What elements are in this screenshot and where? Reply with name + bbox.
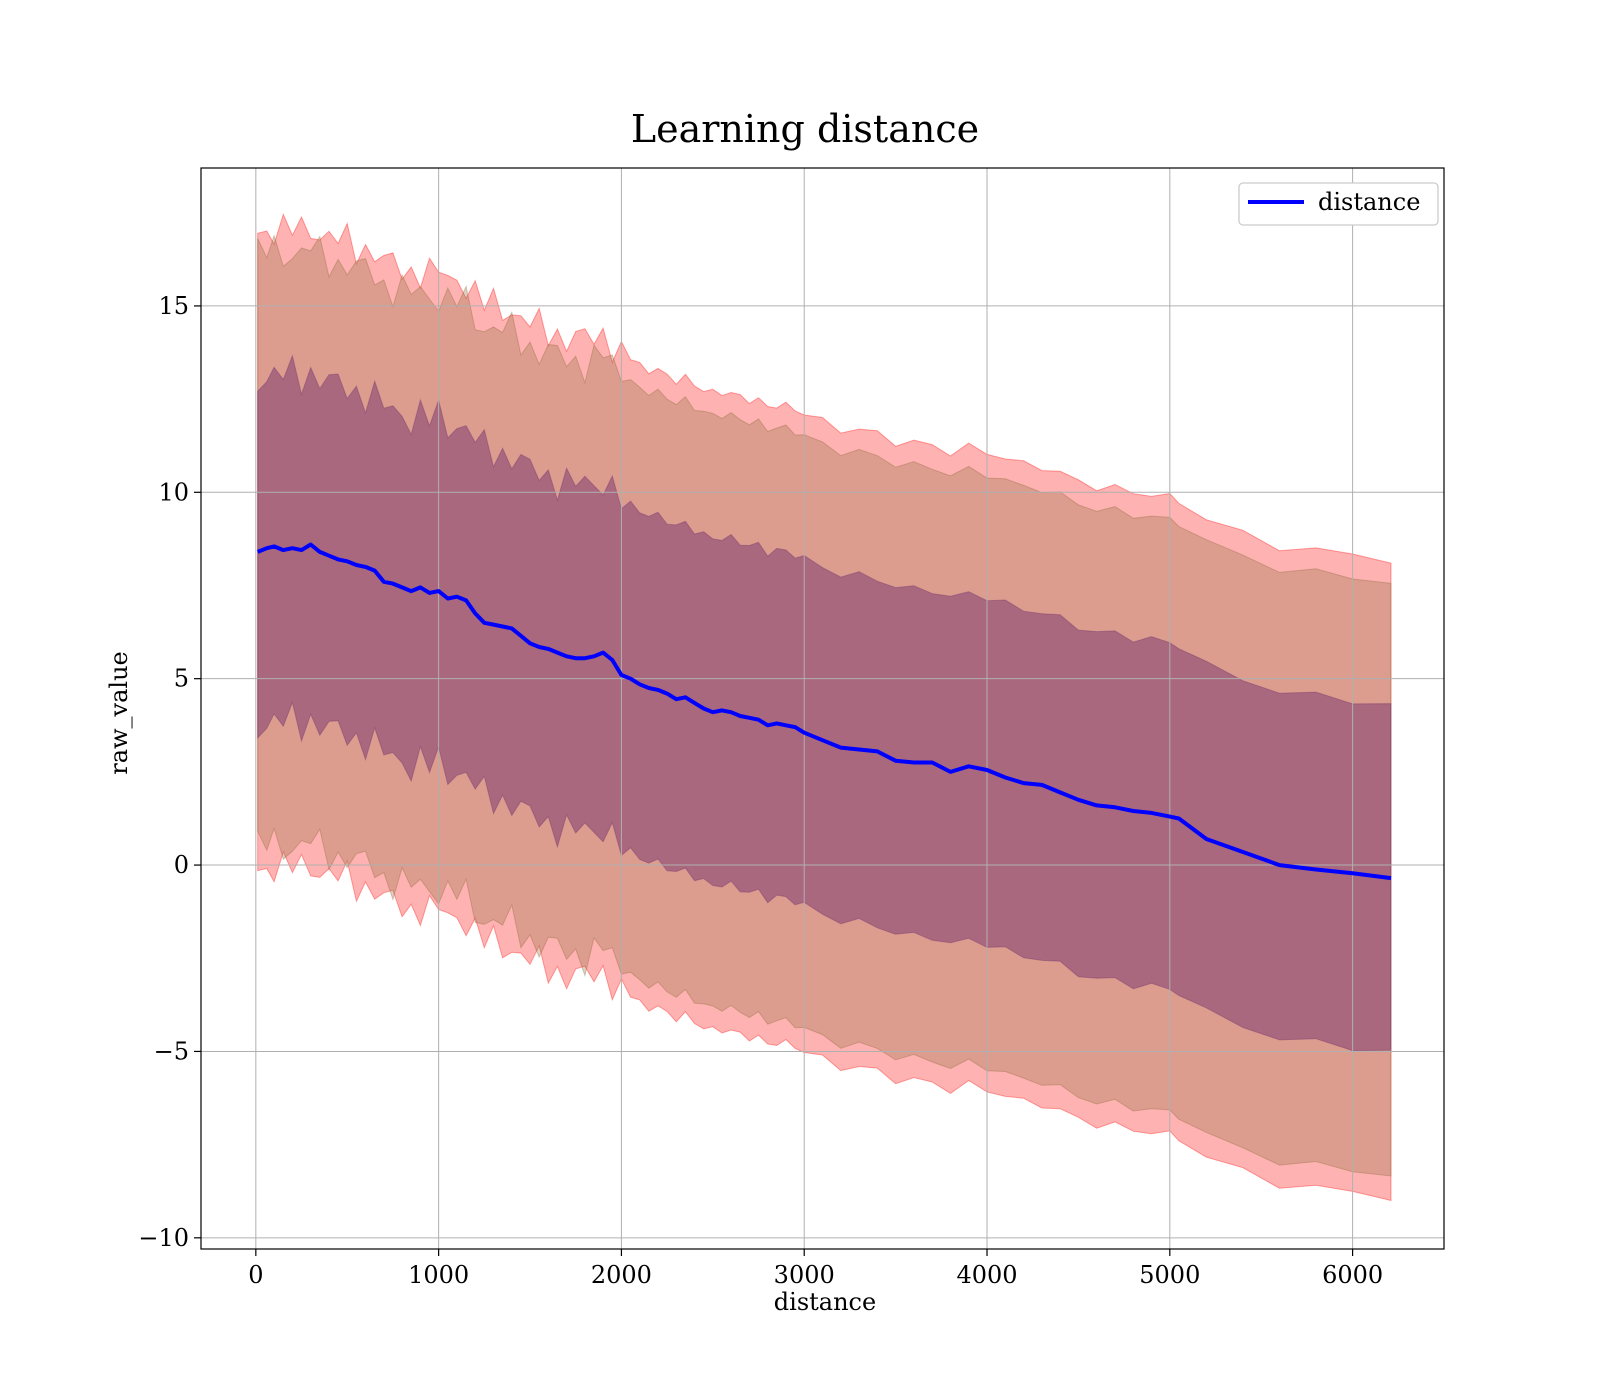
y-tick-label: 15 (158, 292, 189, 320)
x-tick-label: 4000 (956, 1261, 1017, 1289)
x-tick-label: 2000 (591, 1261, 652, 1289)
y-tick-label: 10 (158, 478, 189, 506)
plot-frame (200, 167, 1445, 1250)
legend: distance (1238, 182, 1439, 226)
x-tick-label: 3000 (774, 1261, 835, 1289)
band-inner (257, 354, 1392, 1052)
band-middle (257, 234, 1392, 1177)
x-tick-label: 6000 (1322, 1261, 1383, 1289)
series-line-distance (256, 542, 1392, 881)
legend-label-distance: distance (1318, 188, 1420, 216)
y-tick-label: 5 (174, 665, 189, 693)
x-tick-label: 0 (248, 1261, 263, 1289)
chart-title: Learning distance (631, 107, 979, 151)
plot-area: 0 1000 2000 3000 4000 5000 6000 −10 −5 0 5 10 15 (138, 167, 1445, 1289)
y-tick-label: −10 (138, 1224, 189, 1252)
x-axis-label: distance (774, 1288, 876, 1316)
legend-box (1238, 182, 1439, 226)
y-axis-label: raw_value (105, 651, 133, 775)
x-tick-label: 5000 (1139, 1261, 1200, 1289)
y-tick-label: 0 (174, 851, 189, 879)
band-outer (257, 212, 1392, 1202)
y-tick-label: −5 (154, 1037, 189, 1065)
x-tick-label: 1000 (408, 1261, 469, 1289)
